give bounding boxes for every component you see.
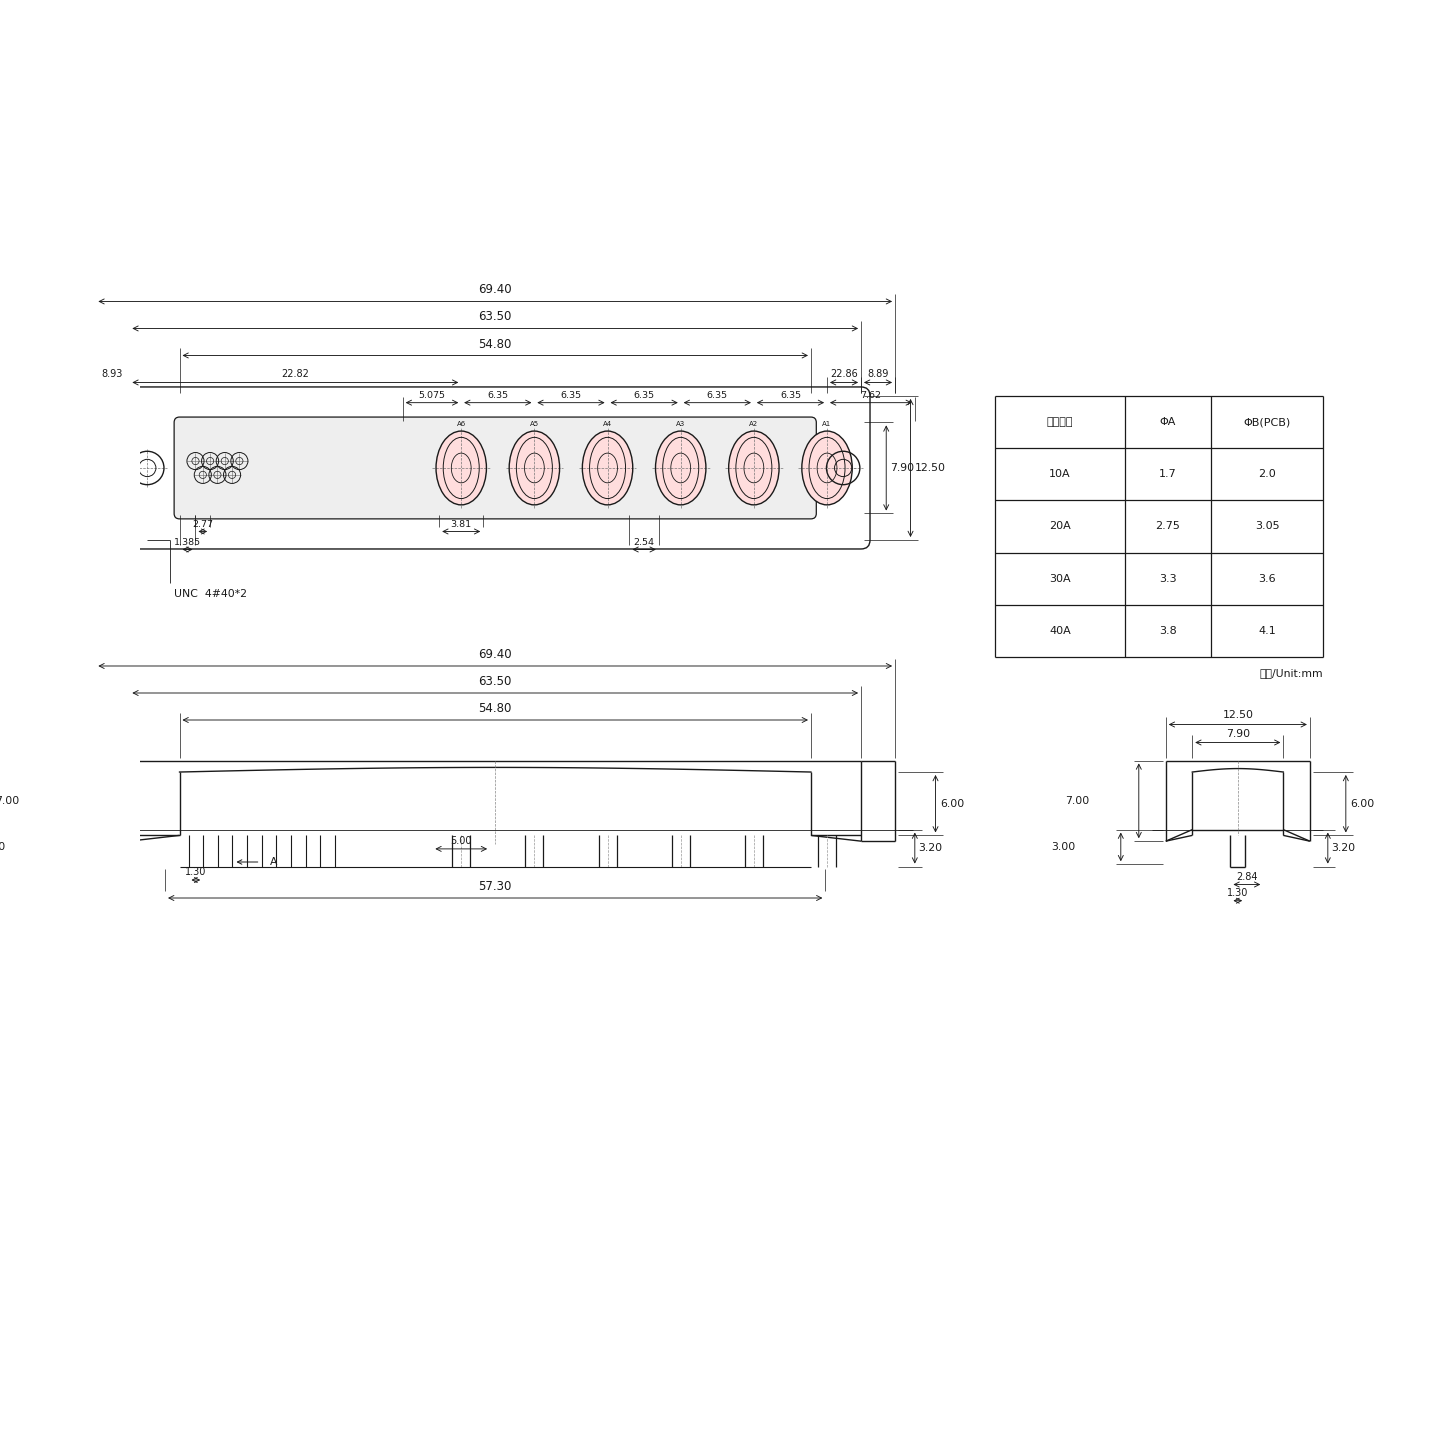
Ellipse shape bbox=[655, 431, 706, 505]
Text: A: A bbox=[269, 857, 276, 867]
Text: 3.8: 3.8 bbox=[1159, 626, 1176, 636]
Text: 7.00: 7.00 bbox=[1066, 796, 1089, 806]
Text: A3: A3 bbox=[677, 422, 685, 428]
Text: A4: A4 bbox=[603, 422, 612, 428]
Text: 69.40: 69.40 bbox=[478, 284, 513, 297]
Text: 单位/Unit:mm: 单位/Unit:mm bbox=[1260, 668, 1323, 678]
Text: 3.3: 3.3 bbox=[1159, 573, 1176, 583]
Text: 3.00: 3.00 bbox=[0, 842, 6, 852]
Text: 63.50: 63.50 bbox=[478, 675, 511, 688]
Text: 12.50: 12.50 bbox=[1223, 710, 1253, 720]
Text: 40A: 40A bbox=[1050, 626, 1071, 636]
Text: A2: A2 bbox=[749, 422, 759, 428]
Text: 54.80: 54.80 bbox=[478, 337, 511, 350]
Text: 1.30: 1.30 bbox=[1227, 888, 1248, 899]
Text: 3.81: 3.81 bbox=[451, 520, 472, 528]
Text: 6.35: 6.35 bbox=[780, 390, 801, 400]
Text: 5.075: 5.075 bbox=[419, 390, 445, 400]
Text: 3.20: 3.20 bbox=[1332, 842, 1355, 852]
Text: 7.62: 7.62 bbox=[861, 390, 881, 400]
Text: 3.20: 3.20 bbox=[919, 842, 943, 852]
Text: A1: A1 bbox=[822, 422, 832, 428]
Text: 6.35: 6.35 bbox=[487, 390, 508, 400]
Text: 69.40: 69.40 bbox=[478, 648, 513, 661]
Ellipse shape bbox=[802, 431, 852, 505]
Ellipse shape bbox=[729, 431, 779, 505]
Text: 5.00: 5.00 bbox=[451, 837, 472, 847]
Text: ΦA: ΦA bbox=[1159, 418, 1176, 428]
FancyBboxPatch shape bbox=[121, 387, 870, 549]
Text: 2.75: 2.75 bbox=[1156, 521, 1181, 531]
Text: A6: A6 bbox=[456, 422, 467, 428]
Ellipse shape bbox=[582, 431, 632, 505]
Text: 2.54: 2.54 bbox=[634, 537, 655, 547]
Text: 2.77: 2.77 bbox=[193, 520, 213, 528]
Ellipse shape bbox=[436, 431, 487, 505]
Text: 2.84: 2.84 bbox=[1236, 871, 1257, 881]
Text: ΦB(PCB): ΦB(PCB) bbox=[1243, 418, 1290, 428]
Text: 4.1: 4.1 bbox=[1259, 626, 1276, 636]
Text: 7.90: 7.90 bbox=[890, 464, 914, 472]
Text: 22.86: 22.86 bbox=[829, 369, 858, 379]
Text: A5: A5 bbox=[530, 422, 539, 428]
Text: 8.93: 8.93 bbox=[102, 369, 122, 379]
Text: 54.80: 54.80 bbox=[478, 703, 511, 716]
Text: 7.90: 7.90 bbox=[1225, 729, 1250, 739]
Text: 3.6: 3.6 bbox=[1259, 573, 1276, 583]
Text: 10A: 10A bbox=[1050, 469, 1071, 480]
Text: 7.00: 7.00 bbox=[0, 796, 19, 806]
Text: 57.30: 57.30 bbox=[478, 880, 511, 893]
FancyBboxPatch shape bbox=[174, 418, 816, 518]
Text: 6.35: 6.35 bbox=[560, 390, 582, 400]
Text: 6.35: 6.35 bbox=[707, 390, 727, 400]
Text: 额定电流: 额定电流 bbox=[1047, 418, 1073, 428]
Text: 22.82: 22.82 bbox=[281, 369, 310, 379]
Text: 6.00: 6.00 bbox=[1351, 799, 1375, 809]
Text: 6.35: 6.35 bbox=[634, 390, 655, 400]
Text: 12.50: 12.50 bbox=[914, 464, 946, 472]
Text: 1.7: 1.7 bbox=[1159, 469, 1176, 480]
Ellipse shape bbox=[510, 431, 560, 505]
Text: 1.385: 1.385 bbox=[174, 537, 202, 547]
Text: 3.05: 3.05 bbox=[1254, 521, 1279, 531]
Text: 20A: 20A bbox=[1050, 521, 1071, 531]
Text: 63.50: 63.50 bbox=[478, 311, 511, 324]
Text: UNC  4#40*2: UNC 4#40*2 bbox=[174, 589, 248, 599]
Text: 8.89: 8.89 bbox=[867, 369, 888, 379]
Text: 1.30: 1.30 bbox=[186, 867, 206, 877]
Text: 30A: 30A bbox=[1050, 573, 1071, 583]
Text: 2.0: 2.0 bbox=[1259, 469, 1276, 480]
Text: 6.00: 6.00 bbox=[940, 799, 965, 809]
Text: 3.00: 3.00 bbox=[1051, 842, 1076, 852]
